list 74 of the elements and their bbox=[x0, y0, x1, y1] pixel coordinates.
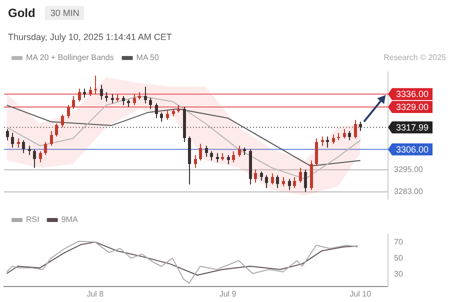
candlestick bbox=[332, 134, 335, 144]
candlestick bbox=[216, 152, 219, 163]
candlestick bbox=[310, 160, 313, 190]
x-tick-label: Jul 8 bbox=[86, 289, 104, 298]
y-tick-label: 50 bbox=[394, 253, 404, 262]
legend-label: RSI bbox=[26, 215, 40, 224]
candlestick bbox=[227, 154, 230, 165]
candlestick bbox=[348, 130, 351, 141]
candlestick bbox=[83, 88, 86, 98]
candlestick bbox=[160, 112, 163, 122]
y-tick-label: 3283.00 bbox=[394, 187, 424, 196]
legend-label: MA 50 bbox=[136, 53, 160, 62]
candlestick bbox=[11, 132, 14, 148]
candlestick bbox=[315, 138, 318, 167]
y-tick-label: 70 bbox=[394, 237, 404, 246]
candlestick bbox=[33, 148, 36, 168]
ref-line-label: 3306.00 bbox=[396, 144, 429, 154]
candlestick bbox=[238, 145, 241, 158]
candlestick bbox=[28, 145, 31, 156]
candlestick bbox=[44, 142, 47, 156]
candlestick bbox=[100, 84, 103, 100]
candlestick bbox=[359, 121, 362, 132]
candlestick bbox=[271, 172, 274, 185]
candlestick bbox=[72, 95, 75, 110]
y-tick-label: 3295.00 bbox=[394, 164, 424, 174]
candlestick bbox=[94, 75, 97, 95]
candlestick bbox=[254, 169, 257, 184]
ref-line-label: 3336.00 bbox=[396, 89, 429, 100]
candlestick bbox=[265, 174, 268, 189]
candlestick bbox=[293, 176, 296, 189]
ref-line-label: 3317.99 bbox=[396, 122, 429, 132]
x-tick-label: Jul 10 bbox=[350, 289, 372, 298]
candlestick bbox=[166, 110, 169, 120]
candlestick bbox=[205, 145, 208, 158]
text: Research © 2025 bbox=[384, 53, 446, 62]
candlestick bbox=[39, 150, 42, 163]
x-tick-label: Jul 9 bbox=[219, 289, 237, 298]
text: 30 MIN bbox=[45, 6, 84, 20]
candlestick bbox=[304, 169, 307, 192]
candlestick bbox=[194, 154, 197, 168]
candlestick bbox=[321, 136, 324, 146]
candlestick bbox=[78, 88, 81, 102]
candlestick bbox=[61, 114, 64, 128]
candlestick bbox=[17, 138, 20, 148]
candlestick bbox=[276, 174, 279, 189]
candlestick bbox=[105, 92, 108, 102]
candlestick bbox=[6, 128, 9, 141]
candlestick bbox=[55, 123, 58, 138]
candlestick bbox=[67, 104, 70, 119]
candlestick bbox=[50, 130, 53, 146]
legend-label: 9MA bbox=[61, 215, 78, 224]
candlestick bbox=[343, 128, 346, 139]
candlestick bbox=[326, 136, 329, 148]
legend-label: MA 20 + Bollinger Bands bbox=[26, 53, 114, 62]
candlestick bbox=[149, 97, 152, 110]
candlestick bbox=[210, 150, 213, 161]
candlestick bbox=[282, 176, 285, 187]
ref-line-label: 3329.00 bbox=[396, 102, 429, 112]
candlestick bbox=[232, 150, 235, 163]
candlestick bbox=[89, 86, 92, 96]
candlestick bbox=[144, 86, 147, 104]
chart-subtitle: Thursday, July 10, 2025 1:14:41 AM CET bbox=[8, 32, 172, 42]
candlestick bbox=[299, 167, 302, 184]
candlestick bbox=[111, 94, 114, 104]
candlestick bbox=[155, 102, 158, 119]
candlestick bbox=[260, 171, 263, 182]
candlestick bbox=[199, 143, 202, 161]
candlestick bbox=[122, 95, 125, 106]
candlestick bbox=[354, 119, 357, 139]
y-tick-label: 30 bbox=[394, 270, 404, 279]
chart-title: Gold bbox=[8, 6, 36, 20]
candlestick bbox=[288, 178, 291, 190]
candlestick bbox=[133, 94, 136, 106]
candlestick bbox=[22, 140, 25, 154]
